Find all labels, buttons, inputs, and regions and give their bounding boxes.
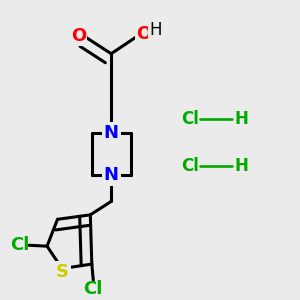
Text: Cl: Cl <box>181 110 199 128</box>
Text: H: H <box>235 110 249 128</box>
Text: O: O <box>71 27 86 45</box>
Text: Cl: Cl <box>181 157 199 175</box>
Text: S: S <box>56 263 68 281</box>
Text: H: H <box>235 157 249 175</box>
Text: O: O <box>136 25 152 43</box>
Text: N: N <box>104 124 119 142</box>
Text: N: N <box>104 166 119 184</box>
Text: H: H <box>150 21 162 39</box>
Text: Cl: Cl <box>11 236 30 254</box>
Text: Cl: Cl <box>84 280 103 298</box>
